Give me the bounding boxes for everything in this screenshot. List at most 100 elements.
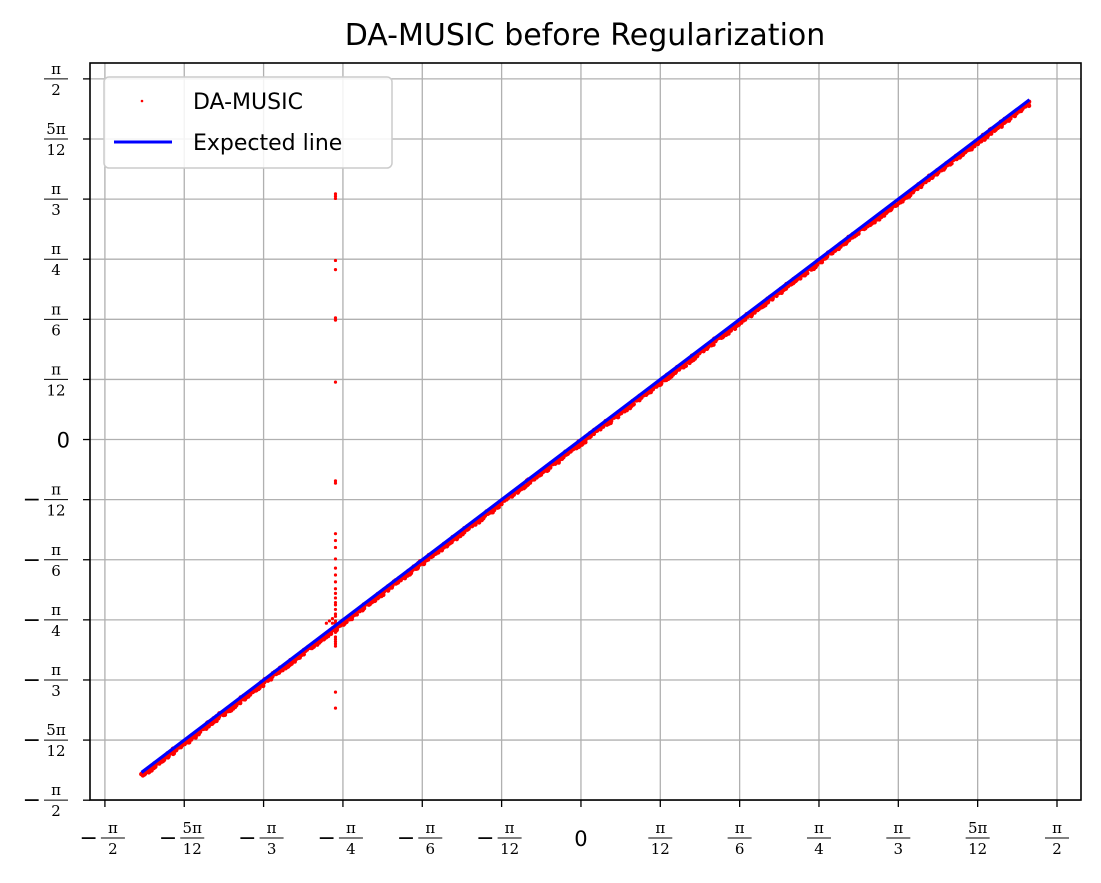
x-tick-den-1: 12: [183, 840, 202, 858]
y-tick-label-9: π4: [44, 240, 68, 279]
y-tick-label-4: − π 6: [23, 541, 68, 580]
x-tick-text-6: 0: [574, 827, 587, 851]
x-tick-den-9: 4: [814, 840, 824, 858]
scatter-outlier-3: [333, 258, 338, 263]
scatter-point-da-music: [683, 363, 689, 369]
y-tick-num-10: π: [51, 180, 61, 198]
scatter-outlier-32: [333, 639, 338, 644]
y-tick-sign-1: −: [23, 728, 41, 753]
y-tick-den-1: 12: [46, 742, 65, 760]
scatter-point-da-music: [631, 401, 636, 407]
x-tick-label-2: − π 3: [238, 819, 284, 858]
scatter-outlier-17: [333, 587, 338, 591]
scatter-outlier-36: [330, 621, 335, 625]
scatter-outlier-18: [333, 591, 338, 595]
y-tick-den-4: 6: [51, 562, 61, 580]
x-tick-num-0: π: [108, 819, 118, 837]
y-tick-num-9: π: [51, 240, 61, 258]
y-tick-label-0: − π 2: [23, 781, 68, 820]
scatter-point-da-music: [856, 231, 861, 236]
x-tick-label-3: − π 4: [317, 819, 363, 858]
x-tick-sign-5: −: [476, 826, 494, 851]
y-tick-den-9: 4: [51, 261, 61, 279]
x-tick-label-10: π3: [886, 819, 911, 858]
y-tick-text-6: 0: [57, 429, 70, 453]
x-tick-num-2: π: [267, 819, 277, 837]
plot-data: [139, 98, 1032, 778]
y-tick-num-1: 5π: [46, 721, 66, 739]
scatter-outlier-28: [333, 628, 338, 632]
y-tick-num-5: π: [51, 481, 61, 499]
y-tick-label-1: −5π 12: [23, 721, 68, 760]
x-tick-num-3: π: [346, 819, 356, 837]
scatter-outlier-6: [333, 318, 338, 322]
plot-frame: [89, 62, 1082, 801]
scatter-outlier-35: [330, 617, 335, 621]
scatter-point-da-music: [511, 492, 517, 497]
scatter-outlier-16: [333, 580, 338, 584]
y-tick-den-8: 6: [51, 321, 61, 339]
y-tick-num-0: π: [51, 781, 61, 799]
x-tick-num-12: π: [1052, 819, 1062, 837]
scatter-point-da-music: [425, 557, 431, 562]
scatter-outlier-34: [333, 644, 338, 648]
x-tick-den-2: 3: [267, 840, 277, 858]
y-tick-label-7: π 12: [44, 360, 68, 399]
scatter-outlier-13: [333, 557, 338, 561]
legend-label-expected-line: Expected line: [193, 131, 342, 156]
x-tick-den-8: 6: [735, 840, 745, 858]
y-tick-label-2: − π 3: [23, 661, 68, 700]
x-tick-den-5: 12: [500, 840, 519, 858]
scatter-outlier-40: [333, 690, 338, 694]
legend-marker-da-music: [140, 99, 144, 103]
x-tick-num-11: 5π: [968, 819, 988, 837]
scatter-outlier-29: [333, 630, 338, 634]
y-tick-num-7: π: [51, 360, 61, 378]
scatter-outlier-8: [333, 479, 338, 483]
y-tick-num-11: 5π: [46, 120, 66, 138]
y-tick-sign-5: −: [23, 488, 41, 513]
scatter-outlier-7: [333, 380, 338, 384]
x-tick-num-10: π: [893, 819, 903, 837]
y-tick-den-3: 4: [51, 622, 61, 640]
scatter-outlier-14: [333, 566, 338, 570]
scatter-outlier-0: [333, 192, 338, 196]
scatter-outlier-10: [333, 532, 338, 536]
scatter-outlier-1: [333, 194, 338, 198]
y-tick-den-10: 3: [51, 201, 61, 219]
scatter-outlier-24: [333, 614, 338, 618]
y-tick-sign-2: −: [23, 668, 41, 693]
x-tick-label-5: − π 12: [476, 819, 522, 858]
scatter-outlier-15: [333, 573, 338, 577]
y-tick-label-8: π6: [44, 300, 68, 339]
scatter-outlier-5: [333, 316, 338, 320]
y-tick-sign-4: −: [23, 548, 41, 573]
x-tick-den-7: 12: [651, 840, 670, 858]
scatter-point-da-music: [466, 526, 471, 531]
y-tick-den-5: 12: [46, 502, 65, 520]
y-tick-num-4: π: [51, 541, 61, 559]
y-tick-label-6: 0: [57, 429, 70, 453]
scatter-point-da-music: [949, 161, 954, 166]
y-tick-den-7: 12: [46, 381, 65, 399]
scatter-outlier-11: [333, 538, 338, 543]
x-tick-num-1: 5π: [183, 819, 203, 837]
scatter-outlier-9: [333, 481, 338, 485]
chart-title: DA-MUSIC before Regularization: [345, 18, 826, 53]
y-tick-label-12: π2: [44, 60, 68, 99]
legend-label-da-music: DA-MUSIC: [193, 90, 303, 115]
y-tick-label-10: π3: [44, 180, 68, 219]
y-tick-num-3: π: [51, 601, 61, 619]
scatter-outlier-2: [333, 196, 338, 201]
x-tick-label-4: − π 6: [397, 819, 443, 858]
x-tick-num-5: π: [505, 819, 515, 837]
x-tick-sign-4: −: [397, 826, 415, 851]
x-tick-label-8: π6: [727, 819, 752, 858]
scatter-point-da-music: [311, 644, 316, 649]
y-tick-num-2: π: [51, 661, 61, 679]
x-tick-sign-2: −: [238, 826, 256, 851]
scatter-outlier-31: [333, 637, 338, 641]
x-tick-num-4: π: [425, 819, 435, 837]
